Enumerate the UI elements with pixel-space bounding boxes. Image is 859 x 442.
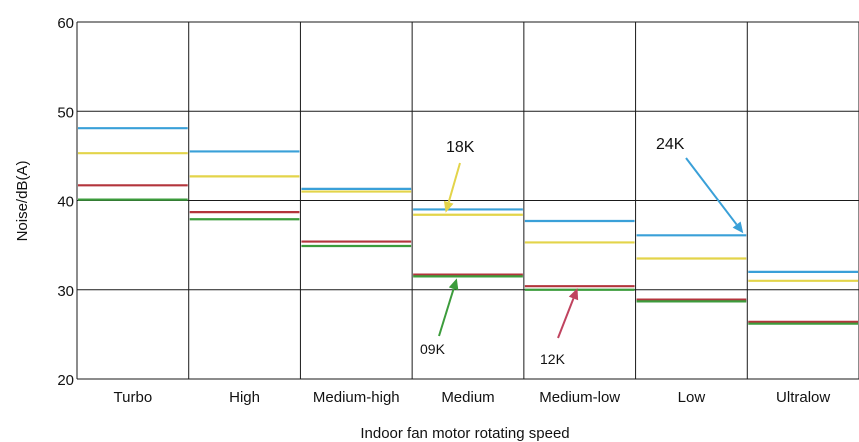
annotation-label-24k: 24K [656,136,685,153]
y-tick-label: 50 [57,104,74,121]
annotation-arrow-shaft [438,288,455,337]
annotation-arrow-shaft [447,162,461,203]
x-tick-label-medium-low: Medium-low [539,389,620,406]
annotation-layer: 18K 24K 09K 12K [420,136,744,367]
x-tick-label-turbo: Turbo [114,389,153,406]
y-axis-label: Noise/dB(A) [14,161,31,242]
annotation-24k: 24K [656,136,744,234]
axis-layer: 20 30 40 50 60 Turbo High Medium-high Medium Medi… [57,15,830,406]
series-layer [78,127,858,325]
annotation-09k: 09K [420,278,459,357]
annotation-arrow-shaft [685,157,738,226]
x-tick-label-medium-high: Medium-high [313,389,400,406]
x-tick-label-ultralow: Ultralow [776,389,830,406]
y-tick-label: 60 [57,15,74,32]
y-tick-label: 30 [57,283,74,300]
annotation-label-09k: 09K [420,341,446,357]
annotation-12k: 12K [540,288,579,367]
y-tick-label: 20 [57,372,74,389]
annotation-label-18k: 18K [446,139,475,156]
x-tick-label-high: High [229,389,260,406]
annotation-arrow-head [443,200,454,213]
annotation-arrow-shaft [557,298,575,339]
annotation-arrow-head [448,278,459,291]
annotation-18k: 18K [443,139,475,213]
x-tick-label-medium: Medium [441,389,494,406]
annotation-arrow-head [732,221,744,234]
x-tick-label-low: Low [678,389,706,406]
y-tick-label: 40 [57,194,74,211]
x-axis-label: Indoor fan motor rotating speed [360,425,569,442]
annotation-label-12k: 12K [540,351,566,367]
grid [76,21,859,380]
annotation-arrow-head [568,288,579,301]
